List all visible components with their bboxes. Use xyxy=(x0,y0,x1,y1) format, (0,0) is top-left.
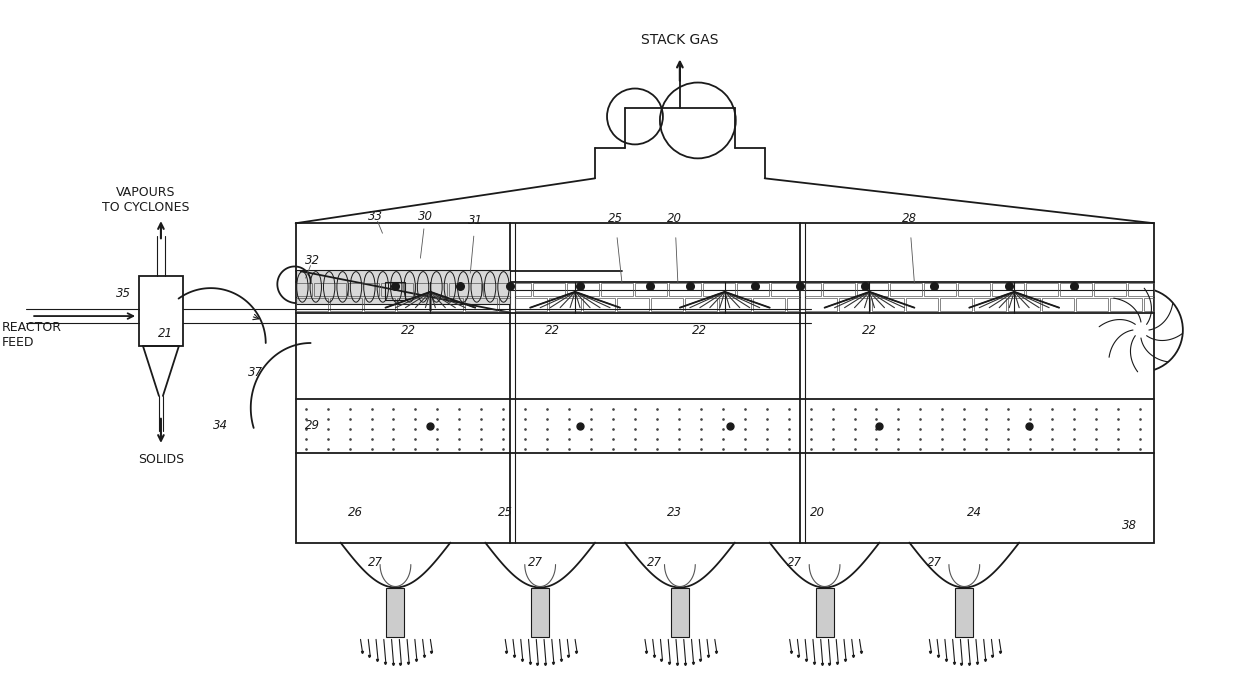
Bar xyxy=(771,283,800,296)
Text: 27: 27 xyxy=(368,556,383,569)
Text: 29: 29 xyxy=(305,419,320,432)
Bar xyxy=(382,283,413,296)
Text: 28: 28 xyxy=(901,212,916,225)
Bar xyxy=(1094,283,1126,296)
Bar xyxy=(992,283,1024,296)
Bar xyxy=(531,588,549,637)
Bar xyxy=(387,588,404,637)
Text: 22: 22 xyxy=(401,324,415,337)
Bar xyxy=(737,283,769,296)
Bar xyxy=(671,588,689,637)
Text: 33: 33 xyxy=(368,210,383,223)
Text: 27: 27 xyxy=(528,556,543,569)
Bar xyxy=(635,283,667,296)
Text: 20: 20 xyxy=(667,212,682,225)
Text: 27: 27 xyxy=(926,556,942,569)
Bar xyxy=(940,298,972,311)
Text: 22: 22 xyxy=(544,324,559,337)
Bar xyxy=(668,283,701,296)
Bar xyxy=(786,298,800,311)
Text: 23: 23 xyxy=(667,506,682,519)
Bar xyxy=(890,283,923,296)
Bar xyxy=(816,588,833,637)
Text: 20: 20 xyxy=(810,506,825,519)
Bar xyxy=(549,298,582,311)
Bar xyxy=(959,283,991,296)
Bar xyxy=(753,298,785,311)
Text: 37: 37 xyxy=(248,367,263,380)
Bar xyxy=(363,298,396,311)
Text: 38: 38 xyxy=(1121,519,1137,532)
Bar xyxy=(906,298,939,311)
Text: 24: 24 xyxy=(967,506,982,519)
Bar xyxy=(432,298,464,311)
Text: 25: 25 xyxy=(497,506,512,519)
Bar xyxy=(719,298,750,311)
Text: 27: 27 xyxy=(647,556,662,569)
Text: REACTOR
FEED: REACTOR FEED xyxy=(1,321,61,349)
Bar xyxy=(347,283,379,296)
Bar xyxy=(601,283,632,296)
Bar xyxy=(449,283,481,296)
Bar xyxy=(1110,298,1142,311)
Bar xyxy=(618,298,649,311)
Bar xyxy=(515,298,547,311)
Bar xyxy=(386,282,405,300)
Bar xyxy=(805,298,837,311)
Text: SOLIDS: SOLIDS xyxy=(138,453,184,466)
Bar xyxy=(1145,298,1154,311)
Bar xyxy=(975,298,1006,311)
Bar xyxy=(838,298,870,311)
Text: 25: 25 xyxy=(608,212,622,225)
Bar xyxy=(295,283,311,296)
Bar xyxy=(295,298,327,311)
Text: 27: 27 xyxy=(787,556,802,569)
Bar xyxy=(500,298,510,311)
Text: 31: 31 xyxy=(467,214,482,227)
Text: 34: 34 xyxy=(213,419,228,432)
Text: 35: 35 xyxy=(115,287,130,299)
Bar xyxy=(484,283,510,296)
Bar xyxy=(330,298,362,311)
Text: 21: 21 xyxy=(159,327,174,339)
Text: VAPOURS
TO CYCLONES: VAPOURS TO CYCLONES xyxy=(102,186,190,214)
Bar xyxy=(651,298,683,311)
Text: 22: 22 xyxy=(862,324,877,337)
Bar xyxy=(515,283,531,296)
Bar xyxy=(1008,298,1040,311)
Bar xyxy=(703,283,735,296)
Bar xyxy=(583,298,615,311)
Text: 32: 32 xyxy=(305,254,320,267)
Bar xyxy=(1027,283,1058,296)
Text: 30: 30 xyxy=(418,210,433,223)
Bar xyxy=(533,283,565,296)
Bar xyxy=(295,270,510,304)
Text: 22: 22 xyxy=(692,324,707,337)
Bar xyxy=(295,223,1154,543)
Bar xyxy=(415,283,448,296)
Bar xyxy=(1060,283,1092,296)
Bar xyxy=(567,283,599,296)
Bar xyxy=(465,298,497,311)
Bar xyxy=(139,276,182,346)
Bar xyxy=(873,298,904,311)
Bar xyxy=(314,283,346,296)
Text: 26: 26 xyxy=(348,506,363,519)
Bar xyxy=(1128,283,1154,296)
Bar xyxy=(398,298,429,311)
Bar xyxy=(857,283,888,296)
Bar xyxy=(1042,298,1074,311)
Bar xyxy=(822,283,854,296)
Bar xyxy=(924,283,956,296)
Bar xyxy=(955,588,973,637)
Bar xyxy=(1076,298,1109,311)
Bar xyxy=(805,283,821,296)
Text: STACK GAS: STACK GAS xyxy=(641,32,719,47)
Bar xyxy=(684,298,717,311)
